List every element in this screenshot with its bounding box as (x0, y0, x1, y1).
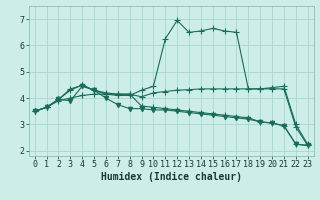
X-axis label: Humidex (Indice chaleur): Humidex (Indice chaleur) (101, 172, 242, 182)
